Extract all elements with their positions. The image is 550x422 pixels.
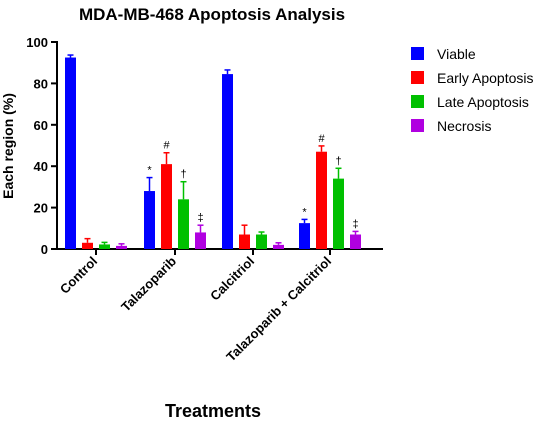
bars: * # † ‡ * # † ‡	[65, 54, 361, 250]
legend: Viable Early Apoptosis Late Apoptosis Necro…	[411, 46, 534, 134]
bar	[195, 232, 206, 249]
legend-swatch	[411, 71, 424, 84]
bar	[99, 244, 110, 249]
axes: 0 20 40 60 80 100 Control Talazoparib Calcitriol…	[26, 35, 383, 364]
bar	[222, 74, 233, 250]
legend-label: Late Apoptosis	[437, 94, 529, 110]
bar	[273, 244, 284, 249]
legend-swatch	[411, 119, 424, 132]
significance-mark: *	[302, 206, 307, 218]
significance-mark: ‡	[197, 212, 203, 224]
bar	[299, 223, 310, 249]
bar	[350, 234, 361, 249]
y-tick-label: 20	[34, 201, 48, 216]
legend-label: Viable	[437, 46, 476, 62]
bar	[161, 164, 172, 249]
significance-mark: #	[163, 140, 170, 152]
y-tick-label: 100	[26, 35, 48, 50]
y-tick-label: 80	[34, 76, 48, 91]
y-tick-label: 40	[34, 159, 48, 174]
bar	[239, 234, 250, 249]
bar	[256, 234, 267, 249]
bar	[178, 199, 189, 249]
y-tick-label: 60	[34, 118, 48, 133]
significance-mark: †	[180, 169, 186, 181]
y-axis-title: Each region (%)	[0, 93, 16, 199]
bar	[316, 151, 327, 249]
x-axis-title: Treatments	[165, 401, 261, 421]
x-category-label: Control	[57, 254, 100, 297]
legend-swatch	[411, 95, 424, 108]
bar	[333, 178, 344, 249]
significance-mark: #	[318, 133, 325, 145]
significance-mark: ‡	[352, 218, 358, 230]
bar	[65, 57, 76, 250]
bar	[144, 191, 155, 249]
legend-label: Necrosis	[437, 118, 491, 134]
bar	[116, 245, 127, 249]
chart-title: MDA-MB-468 Apoptosis Analysis	[79, 5, 345, 24]
legend-swatch	[411, 47, 424, 60]
legend-label: Early Apoptosis	[437, 70, 534, 86]
significance-mark: †	[335, 155, 341, 167]
x-category-label: Calcitriol	[207, 254, 257, 304]
y-tick-label: 0	[41, 242, 48, 257]
significance-mark: *	[147, 165, 152, 177]
x-category-label: Talazoparib	[118, 253, 179, 314]
bar	[82, 242, 93, 249]
